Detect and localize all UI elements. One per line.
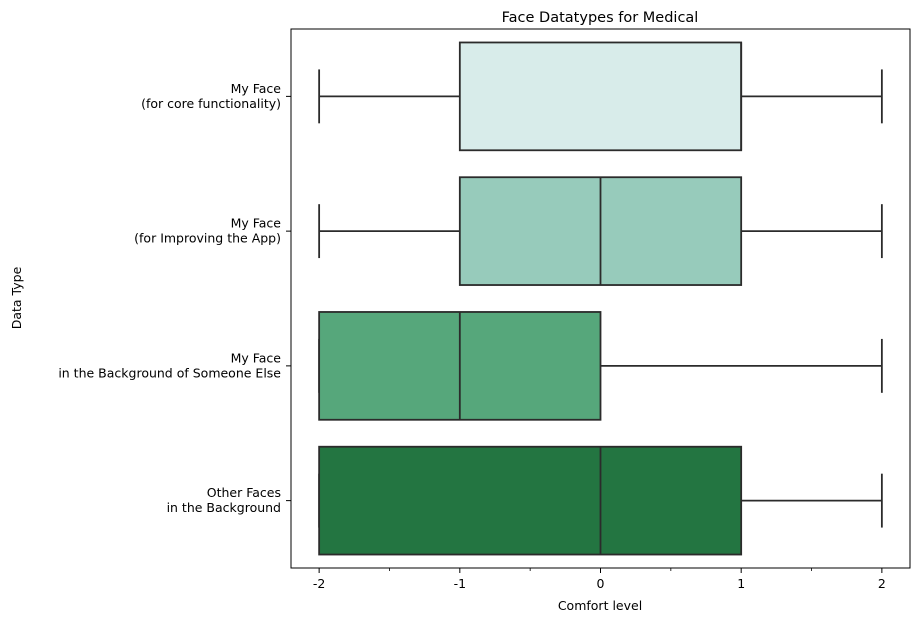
y-axis: My Face(for core functionality)My Face(f… — [58, 81, 291, 515]
plot-area — [318, 41, 883, 556]
box-2 — [318, 176, 883, 286]
chart-title: Face Datatypes for Medical — [502, 10, 699, 26]
y-axis-label: Data Type — [9, 266, 24, 329]
y-tick-label: Other Faces — [207, 485, 281, 500]
y-tick-label: (for Improving the App) — [134, 231, 281, 246]
y-tick-label: My Face — [231, 216, 282, 231]
x-axis: -2 -1 0 1 2 — [313, 568, 886, 591]
x-axis-label: Comfort level — [558, 598, 642, 613]
y-tick-label: My Face — [231, 81, 282, 96]
iqr-box — [458, 41, 743, 152]
iqr-box — [318, 445, 743, 556]
x-tick-label: -1 — [454, 576, 466, 591]
x-tick-label: 0 — [597, 576, 605, 591]
box-1 — [318, 41, 883, 152]
y-tick-label: My Face — [231, 350, 282, 365]
x-tick-label: -2 — [313, 576, 325, 591]
x-tick-label: 2 — [878, 576, 886, 591]
y-tick-label: in the Background of Someone Else — [58, 365, 281, 380]
box-3 — [318, 311, 883, 421]
y-tick-label: in the Background — [167, 500, 281, 515]
box-4 — [318, 445, 883, 556]
x-tick-label: 1 — [737, 576, 745, 591]
y-tick-label: (for core functionality) — [141, 96, 281, 111]
